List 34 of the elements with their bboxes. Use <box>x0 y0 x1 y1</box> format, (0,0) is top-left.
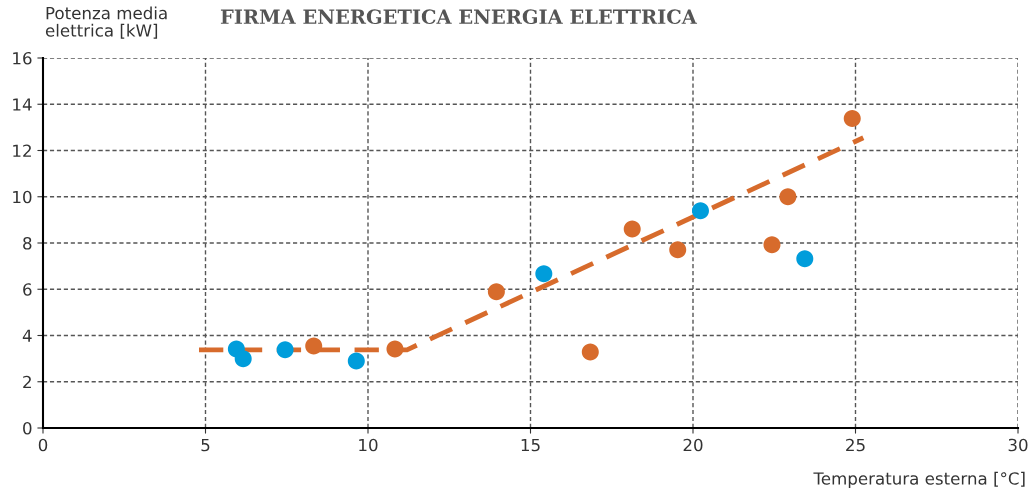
y-tick-label: 6 <box>23 283 32 296</box>
point <box>487 283 505 301</box>
x-axis-title: Temperatura esterna [°C] <box>813 471 1025 488</box>
y-tick-label: 14 <box>13 98 32 111</box>
point <box>581 343 599 361</box>
point <box>669 241 687 259</box>
x-tick-label: 20 <box>683 438 703 452</box>
point <box>796 250 814 268</box>
y-tick-label: 12 <box>13 144 31 157</box>
point <box>843 110 861 128</box>
point <box>305 337 323 355</box>
point <box>691 202 709 220</box>
x-tick-label: 30 <box>1008 438 1028 452</box>
point <box>234 350 252 368</box>
y-axis-title: Potenza media elettrica [kW] <box>45 6 167 39</box>
point <box>779 188 797 206</box>
x-tick-label: 5 <box>201 438 210 452</box>
chart-title: FIRMA ENERGETICA ENERGIA ELETTRICA <box>220 9 698 25</box>
y-tick-label: 0 <box>23 421 32 435</box>
point <box>763 236 781 254</box>
point <box>623 220 641 238</box>
x-tick-label: 25 <box>846 438 865 452</box>
y-tick-label: 8 <box>23 236 32 250</box>
y-tick-label: 16 <box>13 51 32 65</box>
point <box>535 265 553 283</box>
point <box>386 340 404 358</box>
y-tick-label: 4 <box>22 329 32 342</box>
y-tick-label: 10 <box>13 190 32 204</box>
point <box>276 341 294 359</box>
x-tick-label: 15 <box>521 438 540 452</box>
y-tick-label: 2 <box>23 375 31 389</box>
x-tick-label: 0 <box>38 438 48 452</box>
point <box>347 352 365 370</box>
x-tick-label: 10 <box>359 438 378 452</box>
